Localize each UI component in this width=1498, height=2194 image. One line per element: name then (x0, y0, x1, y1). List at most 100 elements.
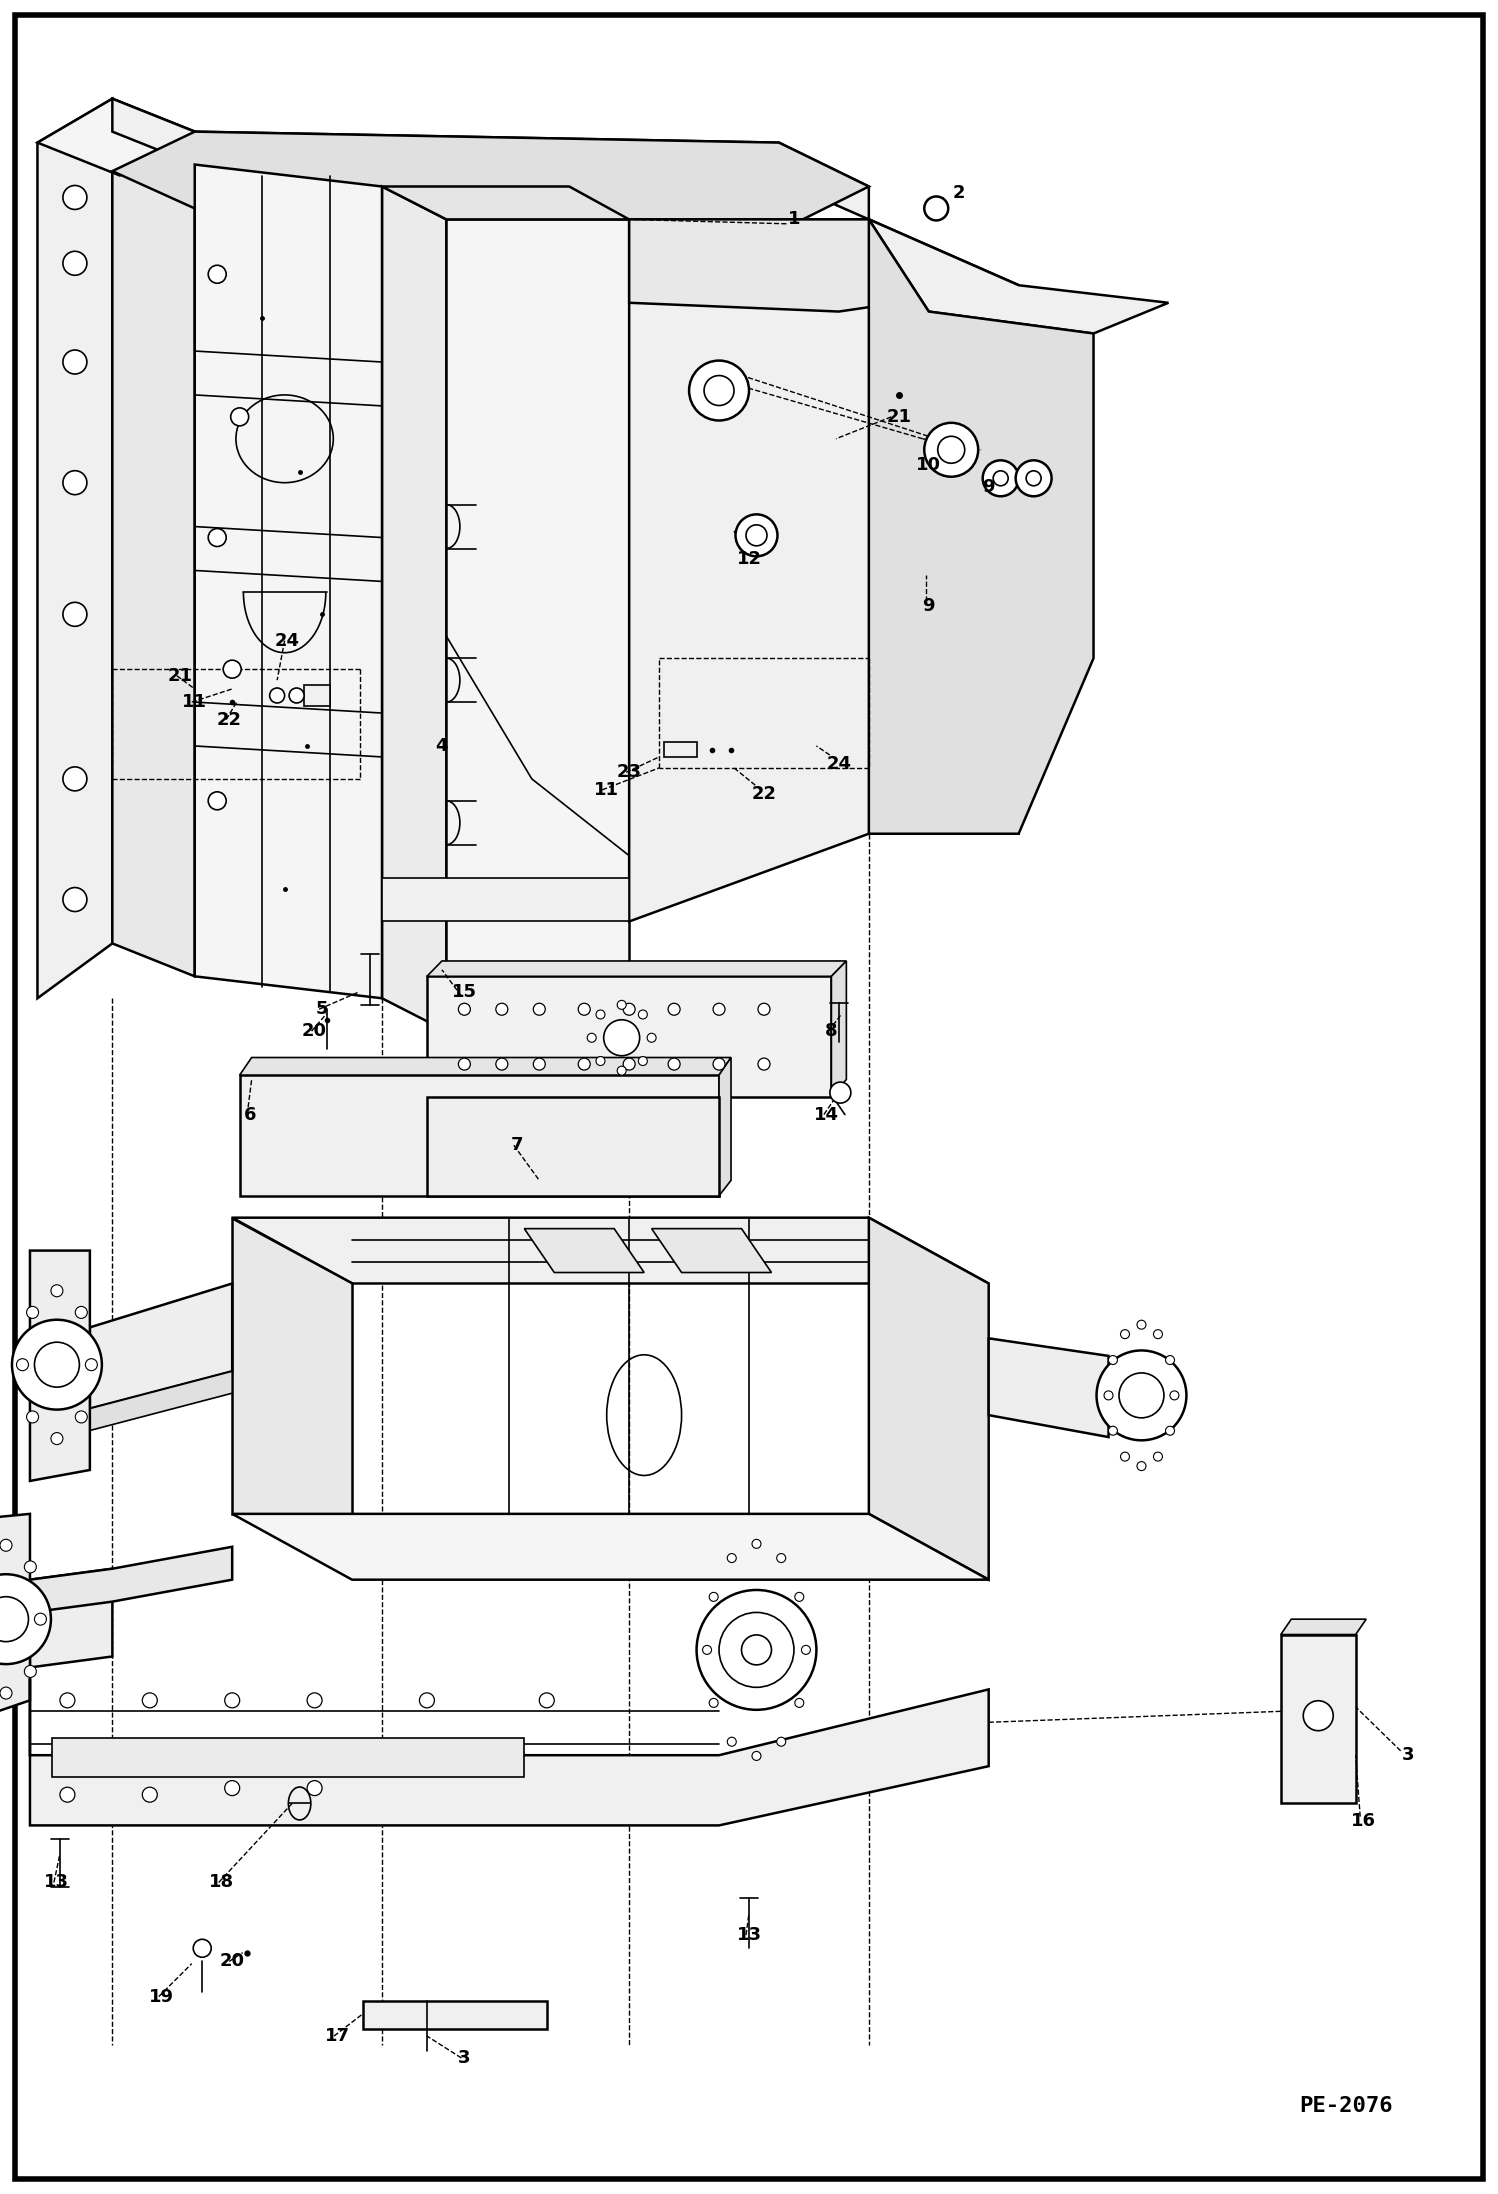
Circle shape (496, 1003, 508, 1016)
Circle shape (34, 1613, 46, 1626)
Polygon shape (524, 1229, 644, 1273)
Polygon shape (869, 219, 1094, 834)
Circle shape (0, 1540, 12, 1551)
Circle shape (617, 1066, 626, 1075)
Text: 19: 19 (150, 1988, 174, 2005)
Text: 13: 13 (737, 1926, 761, 1944)
Circle shape (830, 1082, 851, 1104)
Text: 3: 3 (458, 2049, 470, 2067)
Polygon shape (869, 1218, 989, 1580)
Text: 1: 1 (788, 211, 800, 228)
Circle shape (1119, 1373, 1164, 1417)
Circle shape (289, 689, 304, 702)
Circle shape (758, 1058, 770, 1071)
Circle shape (307, 1694, 322, 1707)
Circle shape (225, 1694, 240, 1707)
Polygon shape (232, 1218, 989, 1283)
Text: 9: 9 (923, 597, 935, 614)
Circle shape (51, 1433, 63, 1444)
Circle shape (63, 768, 87, 790)
Polygon shape (112, 99, 869, 219)
Text: 6: 6 (244, 1106, 256, 1123)
Text: 22: 22 (752, 785, 776, 803)
Circle shape (458, 1003, 470, 1016)
Circle shape (24, 1560, 36, 1573)
Circle shape (60, 1694, 75, 1707)
Circle shape (604, 1020, 640, 1055)
Polygon shape (232, 1218, 352, 1514)
Circle shape (668, 1003, 680, 1016)
Circle shape (223, 660, 241, 678)
Text: 17: 17 (325, 2027, 349, 2045)
Circle shape (307, 1782, 322, 1795)
Circle shape (85, 1358, 97, 1371)
Text: 15: 15 (452, 983, 476, 1000)
Polygon shape (240, 1058, 731, 1075)
Circle shape (533, 1003, 545, 1016)
Circle shape (16, 1358, 28, 1371)
Circle shape (1153, 1330, 1162, 1338)
Circle shape (1109, 1356, 1118, 1365)
Text: 2: 2 (953, 184, 965, 202)
Circle shape (617, 1000, 626, 1009)
Circle shape (752, 1751, 761, 1760)
Polygon shape (30, 1569, 112, 1667)
Polygon shape (629, 219, 1019, 921)
Circle shape (1137, 1461, 1146, 1470)
Circle shape (496, 1058, 508, 1071)
Circle shape (638, 1009, 647, 1018)
Circle shape (776, 1553, 785, 1562)
Circle shape (924, 423, 978, 476)
Polygon shape (869, 219, 1168, 333)
Circle shape (776, 1738, 785, 1746)
Circle shape (709, 1698, 718, 1707)
Text: 12: 12 (737, 551, 761, 568)
Polygon shape (382, 186, 629, 219)
Circle shape (458, 1058, 470, 1071)
Circle shape (736, 513, 777, 557)
Polygon shape (664, 742, 697, 757)
Circle shape (27, 1305, 39, 1319)
Text: PE-2076: PE-2076 (1300, 2095, 1393, 2117)
Circle shape (709, 1593, 718, 1602)
Circle shape (924, 197, 948, 219)
Circle shape (703, 1646, 712, 1654)
Circle shape (539, 1694, 554, 1707)
Circle shape (801, 1646, 810, 1654)
Circle shape (225, 1782, 240, 1795)
Circle shape (27, 1411, 39, 1424)
Circle shape (746, 524, 767, 546)
Polygon shape (427, 1097, 719, 1196)
Circle shape (75, 1305, 87, 1319)
Circle shape (742, 1635, 771, 1665)
Text: 3: 3 (1402, 1746, 1414, 1764)
Polygon shape (0, 1514, 30, 1716)
Circle shape (752, 1540, 761, 1549)
Text: 21: 21 (168, 667, 192, 685)
Polygon shape (112, 132, 869, 224)
Circle shape (0, 1687, 12, 1698)
Circle shape (270, 689, 285, 702)
Polygon shape (427, 976, 831, 1097)
Circle shape (983, 461, 1019, 496)
Circle shape (1109, 1426, 1118, 1435)
Circle shape (1016, 461, 1052, 496)
Text: 14: 14 (815, 1106, 839, 1123)
Polygon shape (652, 1229, 771, 1273)
Text: 24: 24 (276, 632, 300, 649)
Text: 21: 21 (887, 408, 911, 426)
Circle shape (668, 1058, 680, 1071)
Circle shape (713, 1003, 725, 1016)
Polygon shape (195, 165, 382, 998)
Text: 9: 9 (983, 478, 995, 496)
Circle shape (596, 1009, 605, 1018)
Text: 8: 8 (825, 1022, 837, 1040)
Polygon shape (304, 685, 330, 706)
Polygon shape (629, 219, 1019, 312)
Circle shape (1165, 1426, 1174, 1435)
Circle shape (623, 1003, 635, 1016)
Circle shape (1137, 1321, 1146, 1330)
Circle shape (63, 252, 87, 274)
Polygon shape (30, 1251, 90, 1481)
Circle shape (208, 529, 226, 546)
